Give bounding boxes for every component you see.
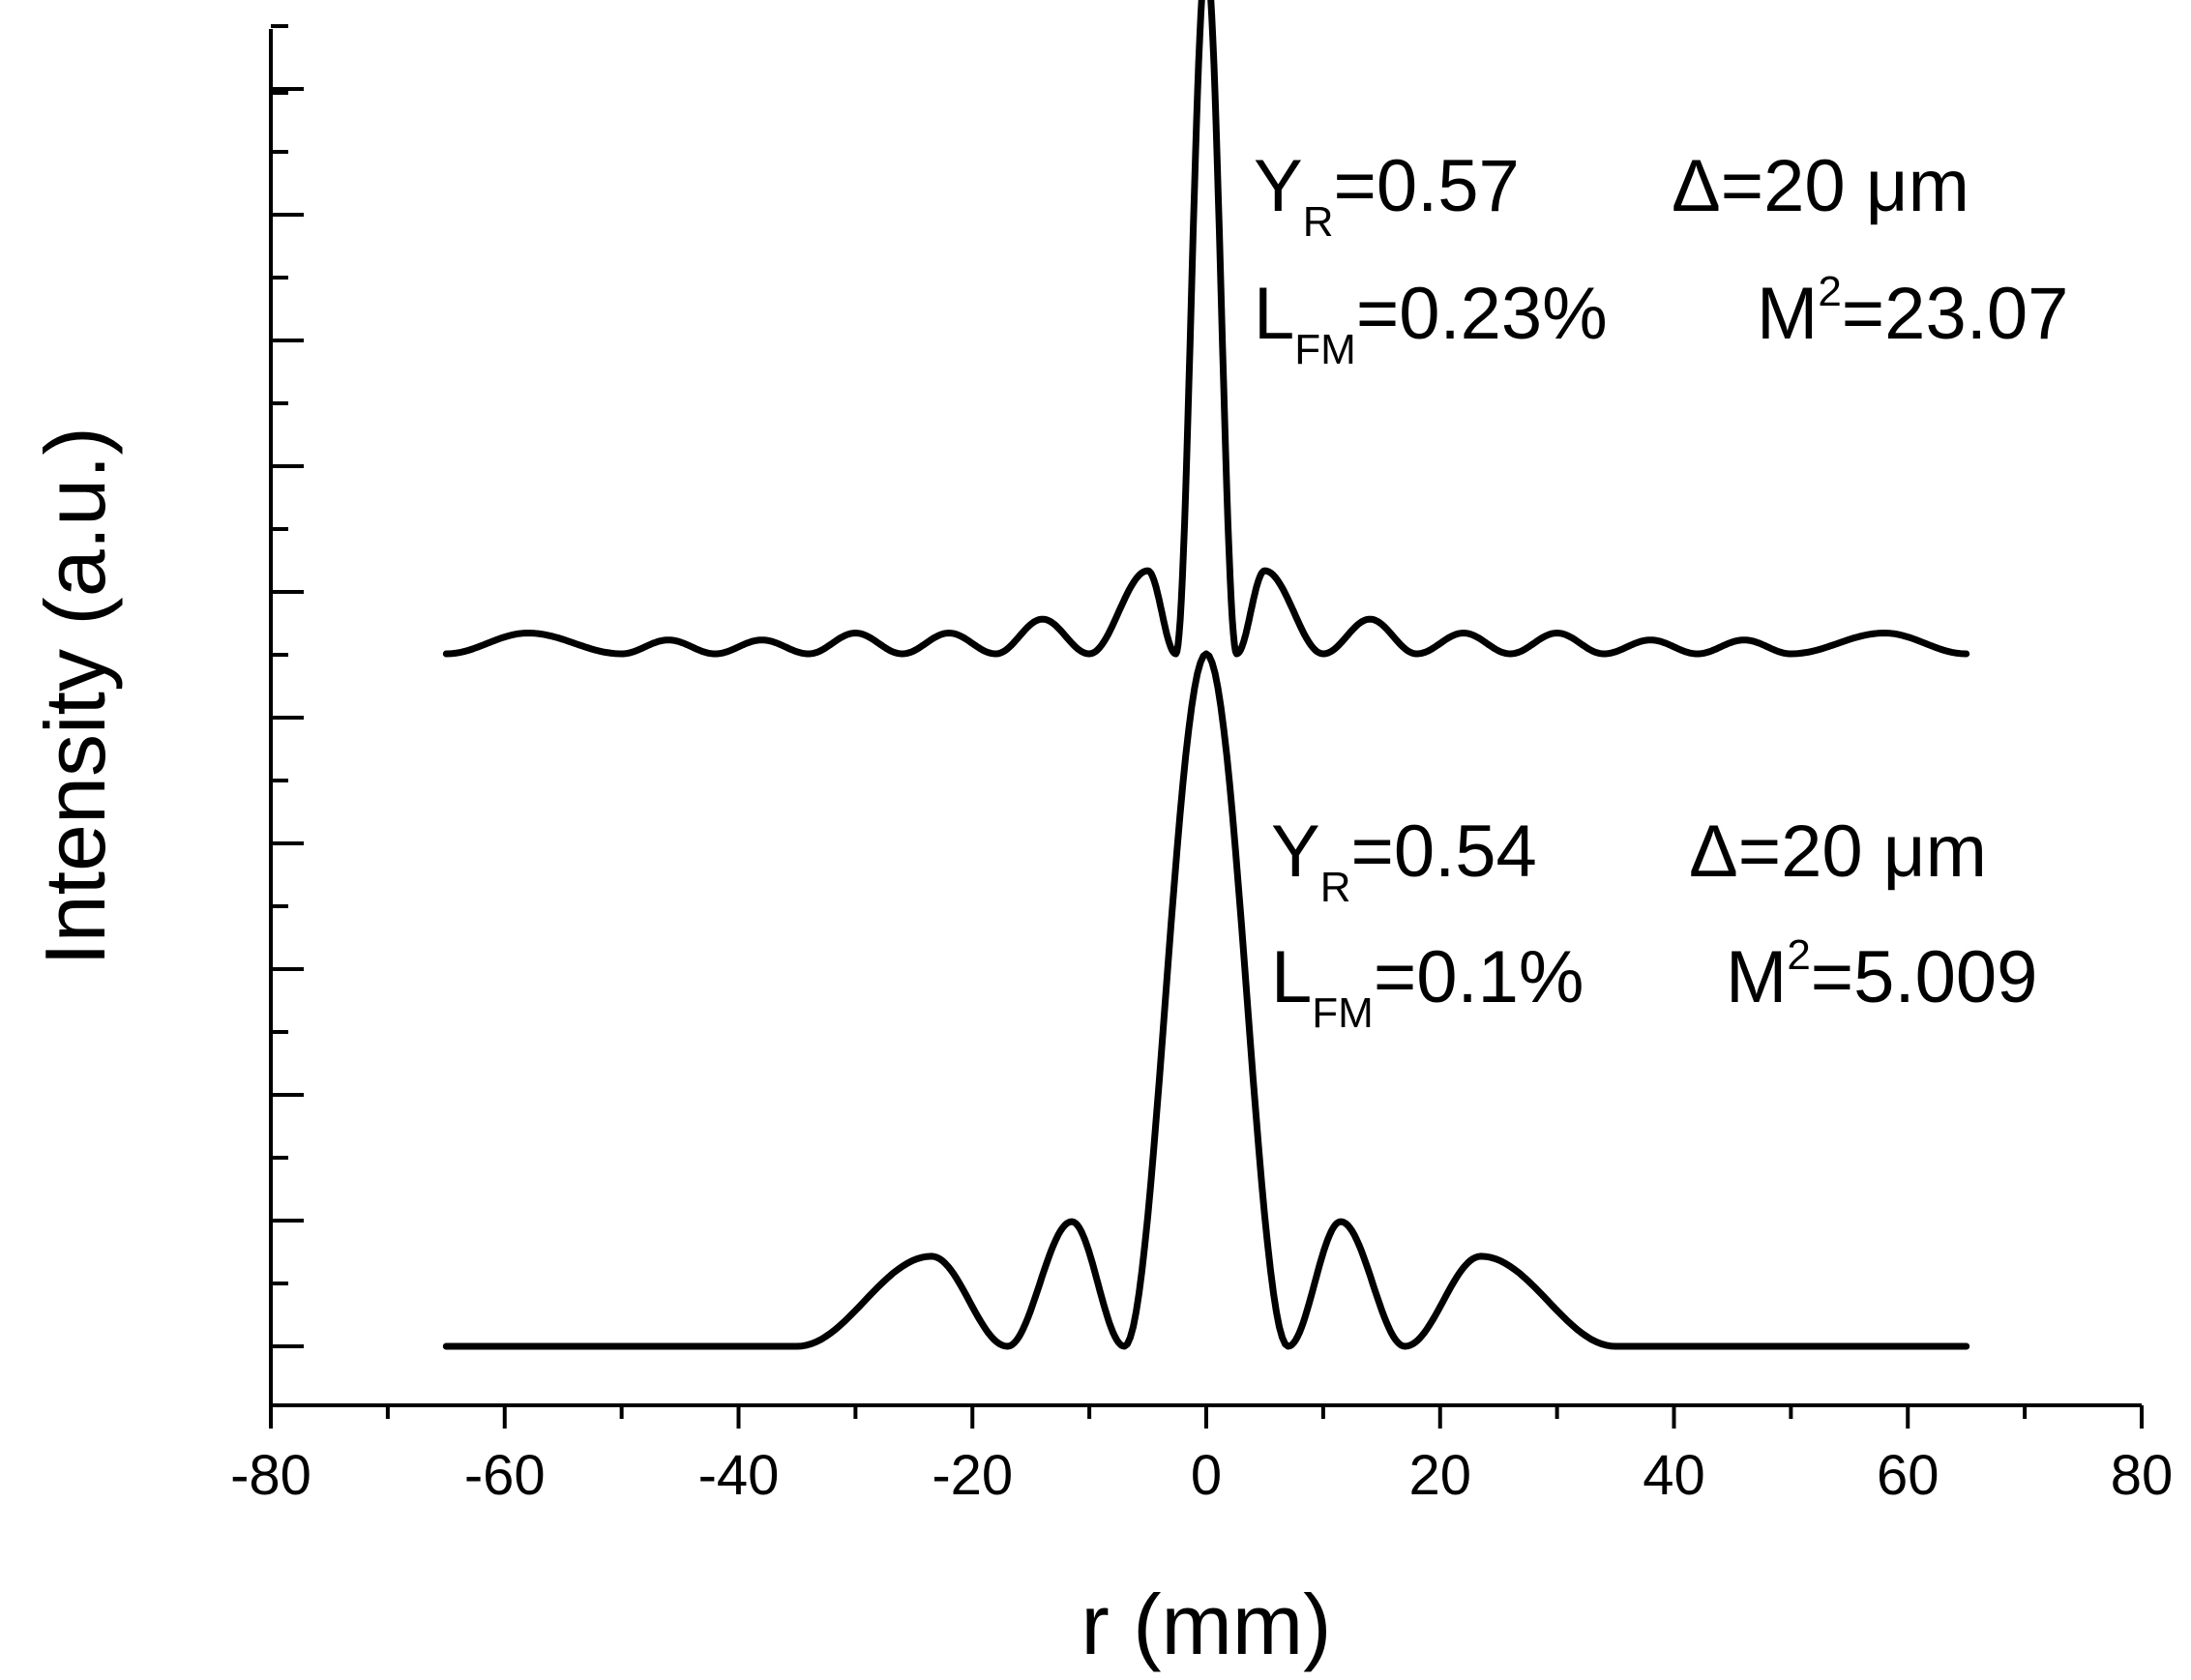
upper-yr-subscript: R bbox=[1303, 198, 1334, 246]
series-line-lower bbox=[442, 650, 1970, 1350]
lower-m2: M2=5.009 bbox=[1726, 931, 2037, 1018]
upper-yr-value: =0.57 bbox=[1333, 145, 1519, 227]
lower-lfm-subscript: FM bbox=[1312, 989, 1374, 1037]
upper-annotation-line1: YR=0.57 bbox=[1254, 145, 1520, 246]
upper-annotation-line2: LFM=0.23% bbox=[1254, 273, 1608, 373]
upper-m2-superscript: 2 bbox=[1818, 268, 1841, 315]
lower-m2-superscript: 2 bbox=[1787, 931, 1810, 979]
x-tick-label: 60 bbox=[1877, 1444, 1939, 1507]
x-tick-label: 40 bbox=[1643, 1444, 1705, 1507]
lower-annotation-line2: LFM=0.1% bbox=[1271, 936, 1584, 1037]
lower-yr-subscript: R bbox=[1320, 864, 1351, 911]
x-tick-label: 20 bbox=[1408, 1444, 1471, 1507]
lower-delta: Δ=20 μm bbox=[1689, 811, 1987, 893]
x-tick-label: -20 bbox=[932, 1444, 1013, 1507]
lower-yr-value: =0.54 bbox=[1350, 811, 1536, 893]
x-axis-tick-labels: -80 -60 -40 -20 0 20 40 60 80 bbox=[230, 1444, 2173, 1507]
lower-lfm-symbol: L bbox=[1271, 936, 1312, 1018]
upper-lfm-subscript: FM bbox=[1294, 326, 1356, 373]
x-axis-title: r (mm) bbox=[1081, 1577, 1332, 1672]
upper-m2-symbol: M bbox=[1757, 273, 1818, 355]
lower-m2-symbol: M bbox=[1726, 936, 1787, 1018]
lower-annotation-line1: YR=0.54 bbox=[1271, 811, 1537, 911]
y-axis-ticks bbox=[271, 24, 304, 1348]
upper-delta: Δ=20 μm bbox=[1672, 145, 1969, 227]
upper-m2-value: =23.07 bbox=[1842, 273, 2069, 355]
lower-yr-symbol: Y bbox=[1271, 811, 1320, 893]
y-axis bbox=[269, 24, 304, 1405]
upper-yr-symbol: Y bbox=[1254, 145, 1303, 227]
x-tick-label: 80 bbox=[2111, 1444, 2174, 1507]
x-tick-label: -80 bbox=[230, 1444, 311, 1507]
lower-annotation: YR=0.54 Δ=20 μm LFM=0.1% M2=5.009 bbox=[1271, 811, 2037, 1037]
x-axis-ticks bbox=[269, 1405, 2144, 1429]
upper-annotation: YR=0.57 Δ=20 μm LFM=0.23% M2=23.07 bbox=[1254, 145, 2068, 373]
series-line-upper bbox=[442, 0, 1970, 658]
upper-lfm-value: =0.23% bbox=[1356, 273, 1608, 355]
x-tick-label: -60 bbox=[464, 1444, 546, 1507]
lower-lfm-value: =0.1% bbox=[1374, 936, 1584, 1018]
y-axis-title: Intensity (a.u.) bbox=[27, 427, 123, 966]
x-tick-label: -40 bbox=[698, 1444, 780, 1507]
x-axis: -80 -60 -40 -20 0 20 40 60 80 bbox=[230, 1403, 2173, 1507]
x-tick-label: 0 bbox=[1191, 1444, 1222, 1507]
upper-lfm-symbol: L bbox=[1254, 273, 1294, 355]
lower-m2-value: =5.009 bbox=[1811, 936, 2038, 1018]
upper-m2: M2=23.07 bbox=[1757, 268, 2068, 355]
